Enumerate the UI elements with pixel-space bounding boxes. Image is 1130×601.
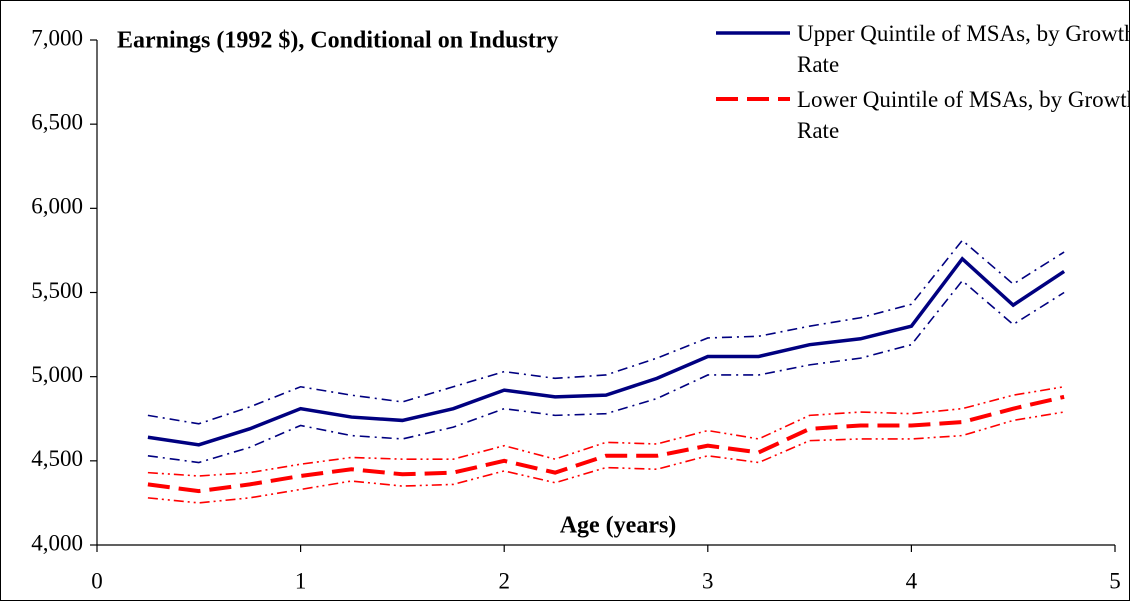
chart-title: Earnings (1992 $), Conditional on Indust…: [117, 28, 558, 54]
series-line: [147, 279, 1065, 464]
y-tick-label: 5,500: [31, 278, 83, 303]
y-tick-label: 4,500: [31, 446, 83, 471]
y-tick-label: 5,000: [31, 362, 83, 387]
y-tick-label: 7,000: [31, 25, 83, 50]
series-line: [147, 394, 1065, 494]
y-tick-label: 6,500: [31, 109, 83, 134]
x-tick-label: 2: [498, 568, 510, 593]
x-tick-label: 4: [906, 568, 918, 593]
x-tick-label: 0: [91, 568, 103, 593]
y-tick-label: 4,000: [31, 530, 83, 555]
series-line: [147, 239, 1065, 425]
legend-label: Upper Quintile of MSAs, by Growth Rate: [797, 21, 1130, 77]
series-line: [147, 385, 1065, 477]
x-tick-label: 1: [295, 568, 307, 593]
x-tick-label: 3: [702, 568, 714, 593]
x-tick-label: 5: [1109, 568, 1121, 593]
legend-label: Lower Quintile of MSAs, by Growth Rate: [797, 87, 1130, 143]
x-axis-label: Age (years): [560, 513, 677, 539]
series-line: [147, 256, 1066, 447]
y-tick-label: 6,000: [31, 194, 83, 219]
